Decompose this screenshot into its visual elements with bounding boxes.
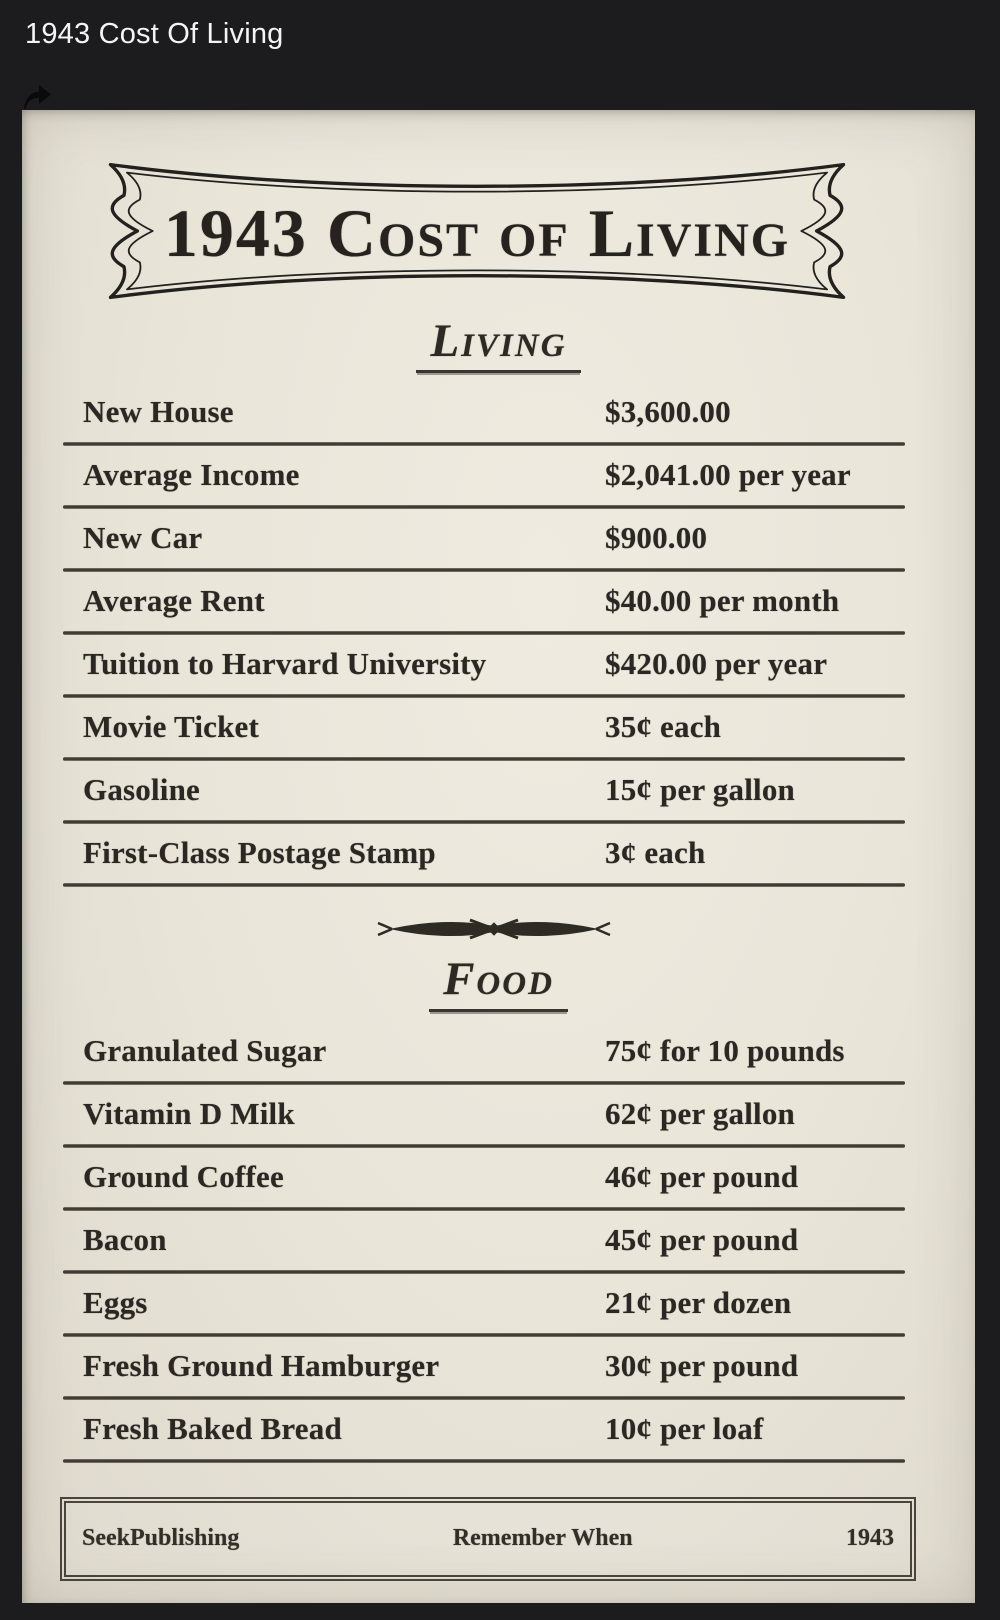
row-label: Gasoline <box>83 772 201 808</box>
row-separator <box>63 1206 905 1211</box>
table-row: Bacon 45¢ per pound <box>63 1215 905 1278</box>
row-separator <box>63 1269 905 1274</box>
table-row: First-Class Postage Stamp 3¢ each <box>63 828 905 891</box>
row-label: First-Class Postage Stamp <box>83 835 436 871</box>
row-value: 46¢ per pound <box>605 1158 799 1194</box>
table-row: Granulated Sugar 75¢ for 10 pounds <box>63 1026 905 1089</box>
row-value: $3,600.00 <box>605 394 731 430</box>
titlebar: 1943 Cost Of Living <box>0 0 1000 110</box>
row-label: Average Rent <box>83 583 265 619</box>
section-header-living: Living <box>22 316 975 374</box>
row-label: Movie Ticket <box>83 709 260 745</box>
footer-publisher: SeekPublishing <box>82 1525 240 1552</box>
row-label: Vitamin D Milk <box>83 1095 295 1131</box>
living-rows: New House $3,600.00 Average Income $2,04… <box>63 387 905 891</box>
table-row: Fresh Ground Hamburger 30¢ per pound <box>63 1341 905 1404</box>
row-separator <box>63 1143 905 1148</box>
page-title: 1943 Cost Of Living <box>25 18 284 50</box>
section-title: Food <box>429 955 568 1012</box>
row-label: Ground Coffee <box>83 1158 284 1194</box>
row-separator <box>63 1080 905 1085</box>
row-separator <box>63 1395 905 1400</box>
row-separator <box>63 505 905 510</box>
row-label: Average Income <box>83 457 300 493</box>
table-row: New House $3,600.00 <box>63 387 905 450</box>
row-label: New Car <box>83 520 203 556</box>
footer-year: 1943 <box>845 1525 894 1552</box>
row-value: $2,041.00 per year <box>605 457 851 493</box>
footer-bar: SeekPublishing Remember When 1943 <box>60 1496 916 1581</box>
row-value: 30¢ per pound <box>605 1347 799 1383</box>
section-title: Living <box>416 316 581 374</box>
scroll-banner-frame-icon <box>108 162 846 300</box>
table-row: Eggs 21¢ per dozen <box>63 1278 905 1341</box>
row-value: 3¢ each <box>605 835 706 871</box>
section-header-food: Food <box>22 955 975 1012</box>
row-label: New House <box>83 394 234 430</box>
table-row: Average Income $2,041.00 per year <box>63 450 905 513</box>
row-label: Fresh Ground Hamburger <box>83 1347 440 1383</box>
row-separator <box>63 757 905 762</box>
row-value: 45¢ per pound <box>605 1221 799 1257</box>
row-separator <box>63 631 905 636</box>
row-value: 62¢ per gallon <box>605 1095 795 1131</box>
row-value: 35¢ each <box>605 709 722 745</box>
row-value: $900.00 <box>605 520 708 556</box>
table-row: Vitamin D Milk 62¢ per gallon <box>63 1089 905 1152</box>
table-row: Fresh Baked Bread 10¢ per loaf <box>63 1404 905 1467</box>
row-separator <box>63 1332 905 1337</box>
food-rows: Granulated Sugar 75¢ for 10 pounds Vitam… <box>63 1026 905 1467</box>
row-value: 75¢ for 10 pounds <box>605 1032 845 1068</box>
row-separator <box>63 1458 905 1463</box>
banner: 1943 Cost of Living <box>62 155 892 307</box>
table-row: Tuition to Harvard University $420.00 pe… <box>63 639 905 702</box>
row-label: Tuition to Harvard University <box>83 646 487 682</box>
poster-image[interactable]: 1943 Cost of Living Living New House $3,… <box>22 110 975 1603</box>
row-label: Granulated Sugar <box>83 1032 327 1068</box>
row-value: 21¢ per dozen <box>605 1284 792 1320</box>
row-value: $420.00 per year <box>605 646 828 682</box>
row-separator <box>63 568 905 573</box>
footer-series-title: Remember When <box>452 1525 633 1552</box>
table-row: Gasoline 15¢ per gallon <box>63 765 905 828</box>
row-separator <box>63 694 905 699</box>
banner-title: 1943 Cost of Living <box>163 194 791 271</box>
table-row: Movie Ticket 35¢ each <box>63 702 905 765</box>
share-forward-icon[interactable] <box>22 83 52 111</box>
row-label: Fresh Baked Bread <box>83 1410 342 1446</box>
row-label: Eggs <box>83 1284 148 1320</box>
row-separator <box>63 820 905 825</box>
row-value: $40.00 per month <box>605 583 840 619</box>
table-row: Average Rent $40.00 per month <box>63 576 905 639</box>
row-label: Bacon <box>83 1221 167 1257</box>
row-separator <box>63 442 905 447</box>
row-value: 10¢ per loaf <box>605 1410 764 1446</box>
row-separator <box>63 883 905 888</box>
fleuron-divider-icon <box>274 913 714 945</box>
table-row: New Car $900.00 <box>63 513 905 576</box>
row-value: 15¢ per gallon <box>605 772 795 808</box>
table-row: Ground Coffee 46¢ per pound <box>63 1152 905 1215</box>
